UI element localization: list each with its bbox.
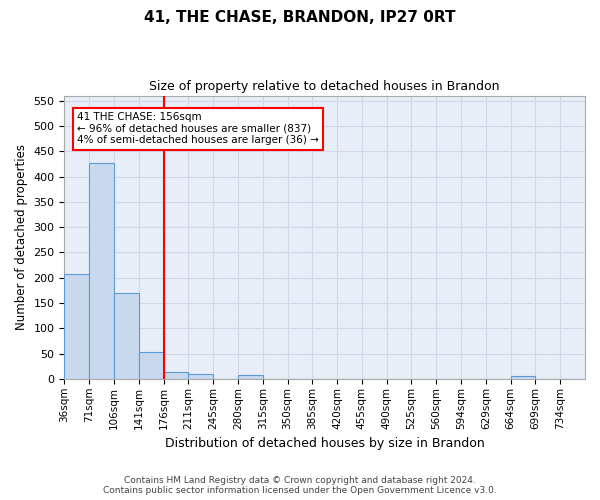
Bar [188, 374, 213, 379]
Bar [139, 352, 164, 379]
Bar [238, 375, 263, 379]
Y-axis label: Number of detached properties: Number of detached properties [15, 144, 28, 330]
Bar [64, 274, 89, 379]
X-axis label: Distribution of detached houses by size in Brandon: Distribution of detached houses by size … [165, 437, 485, 450]
Bar [164, 372, 188, 379]
Bar [511, 376, 535, 379]
Bar [114, 293, 139, 379]
Text: Contains HM Land Registry data © Crown copyright and database right 2024.
Contai: Contains HM Land Registry data © Crown c… [103, 476, 497, 495]
Bar [89, 163, 114, 379]
Text: 41 THE CHASE: 156sqm
← 96% of detached houses are smaller (837)
4% of semi-detac: 41 THE CHASE: 156sqm ← 96% of detached h… [77, 112, 319, 146]
Title: Size of property relative to detached houses in Brandon: Size of property relative to detached ho… [149, 80, 500, 93]
Text: 41, THE CHASE, BRANDON, IP27 0RT: 41, THE CHASE, BRANDON, IP27 0RT [144, 10, 456, 25]
